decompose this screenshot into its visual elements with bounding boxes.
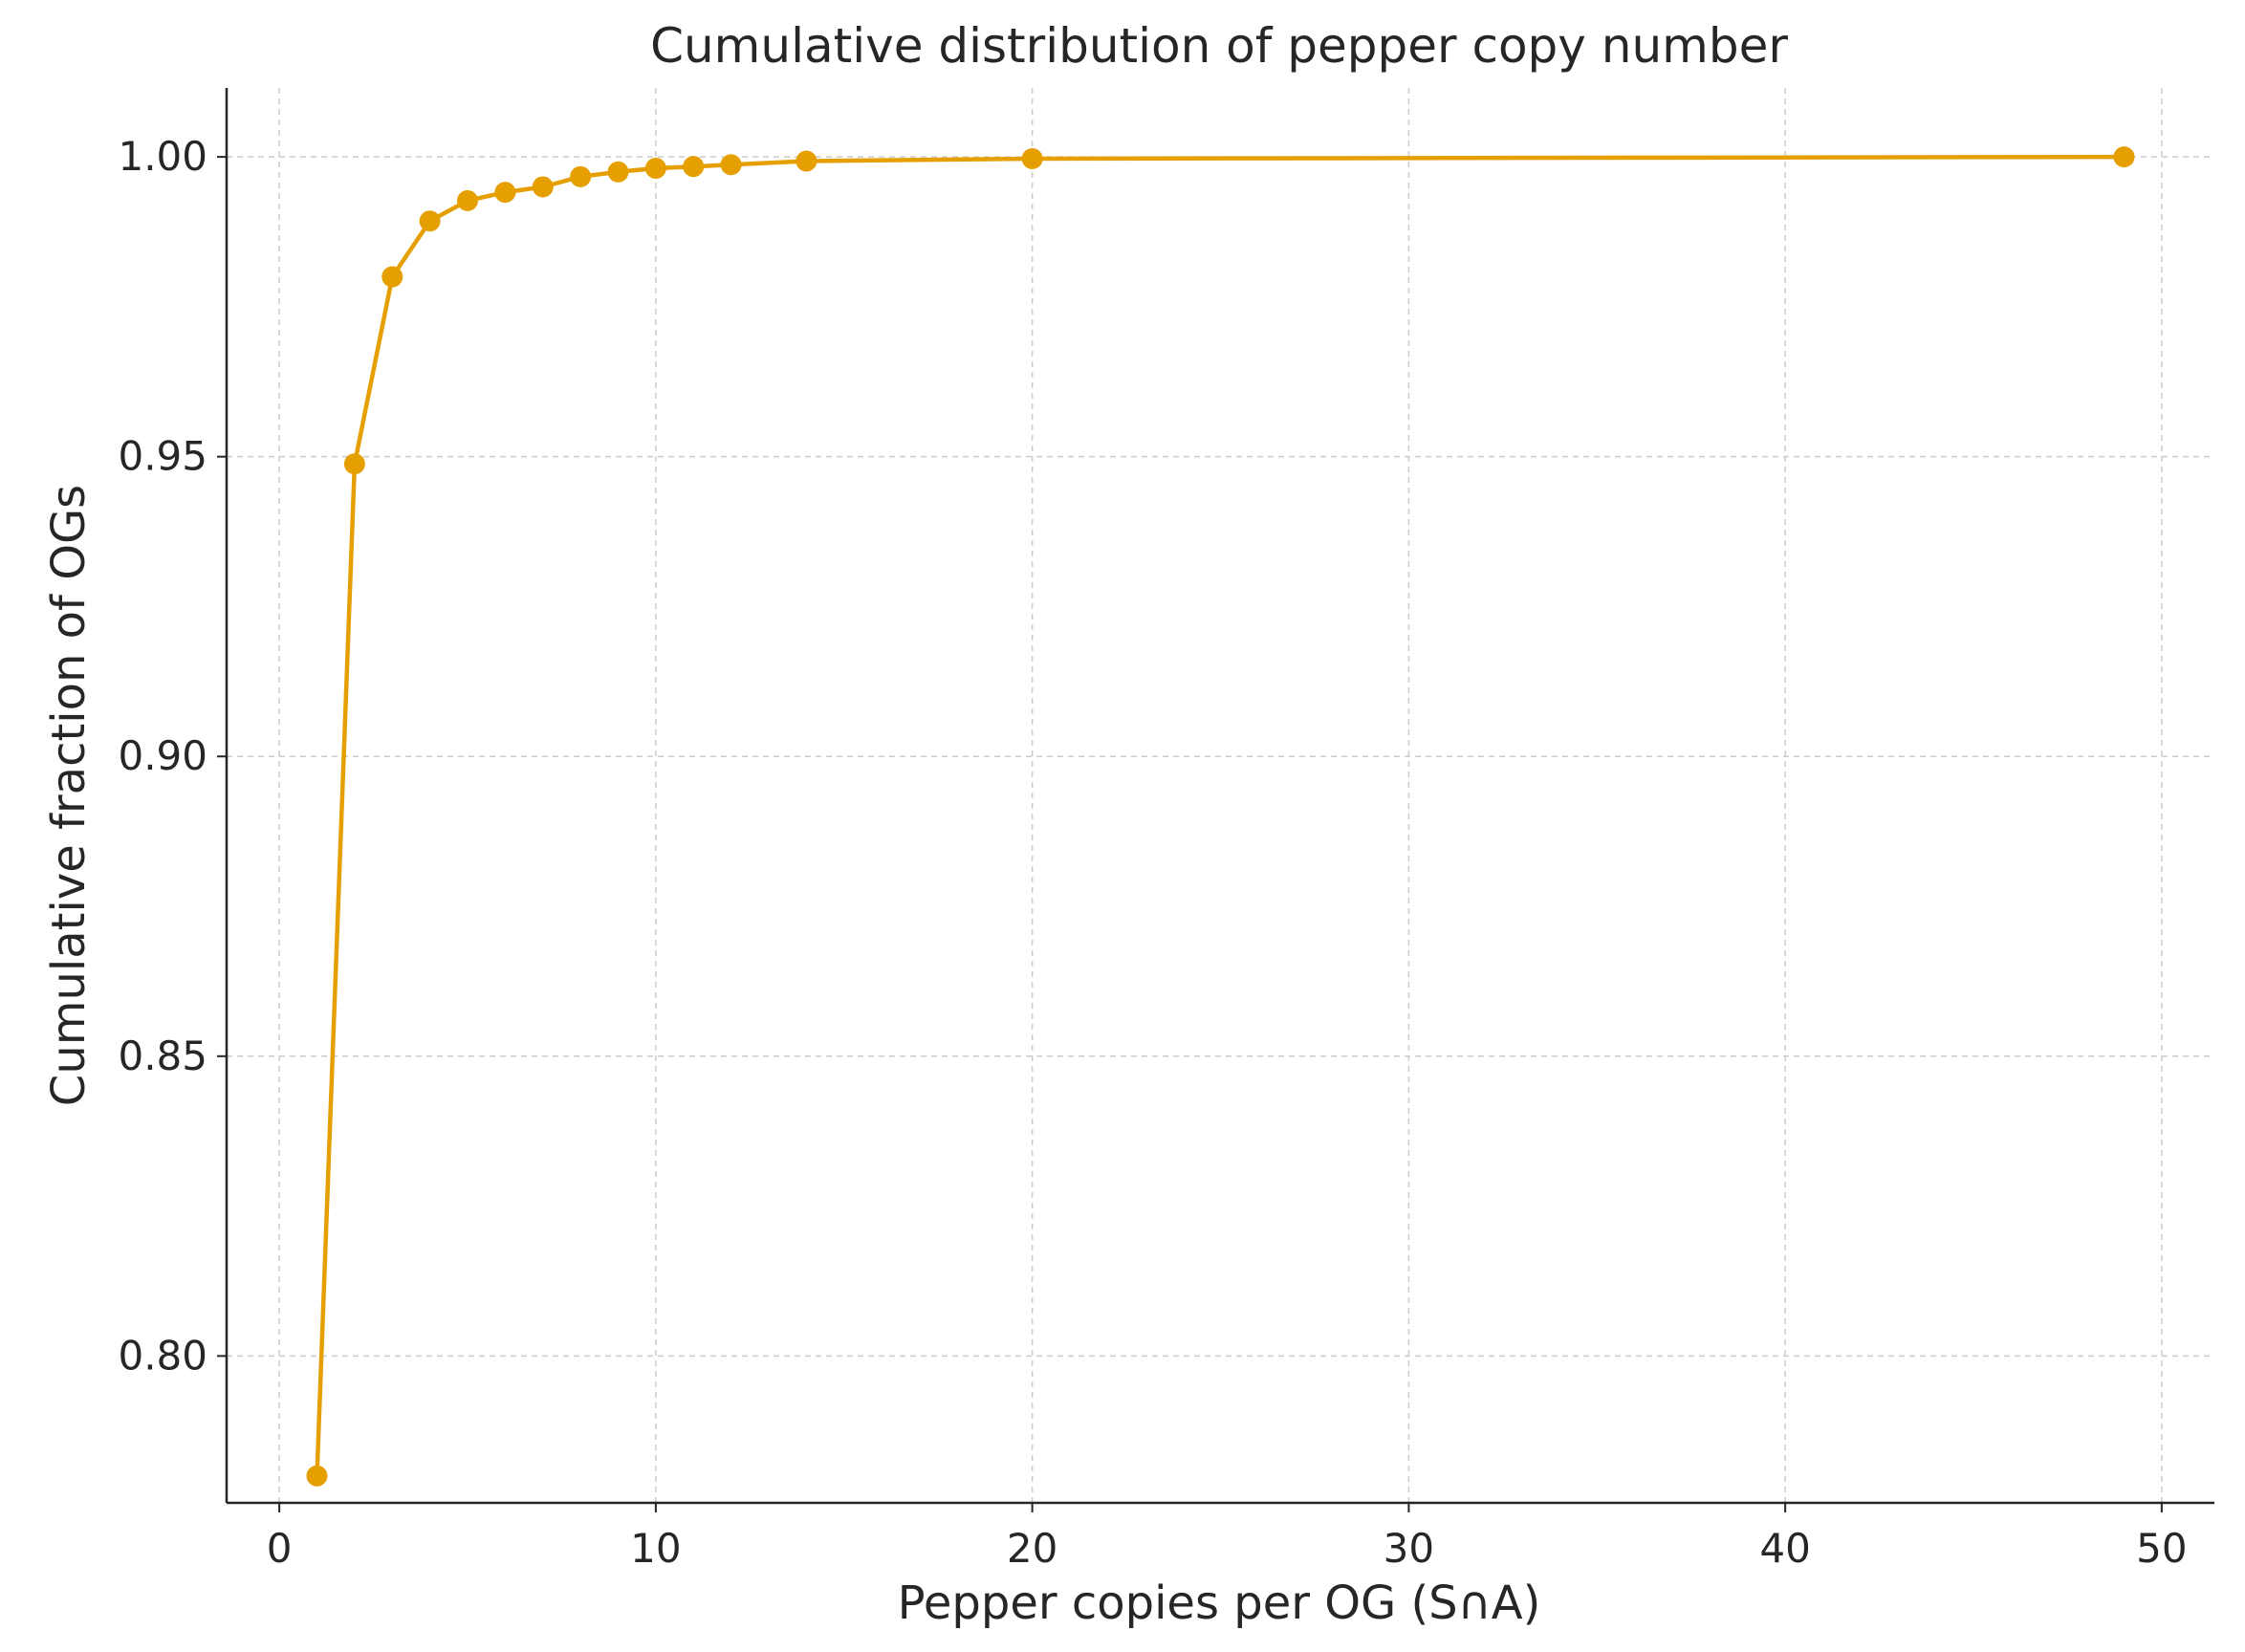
data-point — [457, 189, 478, 211]
data-point — [532, 176, 554, 198]
y-tick-label: 0.85 — [118, 1032, 207, 1079]
series-layer — [306, 146, 2135, 1487]
data-point — [343, 453, 365, 475]
x-tick-label: 10 — [630, 1525, 681, 1572]
y-tick-label: 1.00 — [118, 133, 207, 180]
series-line — [315, 154, 2125, 1476]
data-point — [494, 182, 516, 204]
data-point — [683, 156, 705, 178]
data-point — [1021, 148, 1043, 169]
x-axis-label: Pepper copies per OG (S∩A) — [898, 1576, 1541, 1630]
x-tick-label: 20 — [1007, 1525, 1057, 1572]
data-point — [419, 210, 441, 232]
data-point — [306, 1465, 328, 1487]
data-point — [644, 158, 666, 180]
y-tick-label: 0.80 — [118, 1332, 207, 1379]
gridlines — [227, 88, 2214, 1503]
x-tick-label: 30 — [1384, 1525, 1434, 1572]
data-point — [796, 150, 817, 172]
chart-title: Cumulative distribution of pepper copy n… — [650, 18, 1788, 74]
y-axis-label: Cumulative fraction of OGs — [42, 485, 96, 1106]
axes — [217, 88, 2214, 1512]
x-tick-label: 40 — [1759, 1525, 1810, 1572]
tick-labels: 0 10 20 30 40 50 0.80 0.85 0.90 0.95 1.00 — [118, 133, 2187, 1572]
data-point — [381, 266, 403, 288]
y-tick-label: 0.90 — [118, 732, 207, 779]
x-tick-label: 50 — [2136, 1525, 2187, 1572]
x-tick-label: 0 — [267, 1525, 293, 1572]
data-point — [570, 165, 592, 187]
data-point — [607, 161, 629, 183]
data-point — [2113, 146, 2135, 168]
data-point — [720, 154, 742, 176]
y-tick-label: 0.95 — [118, 433, 207, 480]
